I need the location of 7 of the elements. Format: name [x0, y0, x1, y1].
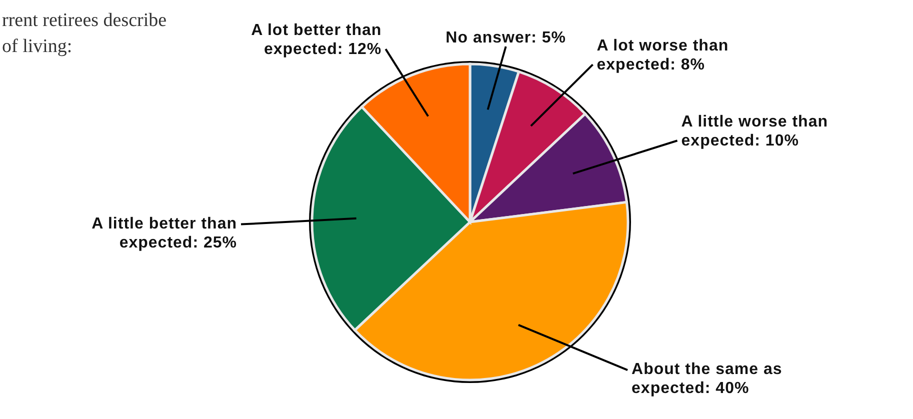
slice-label: No answer: 5%	[446, 30, 566, 47]
slice-label: A little worse than expected: 10%	[681, 114, 828, 150]
slice-label: A lot worse than expected: 8%	[596, 38, 729, 74]
slice-label: A lot better than expected: 12%	[251, 22, 382, 58]
slice-label: About the same as expected: 40%	[632, 361, 782, 398]
slice-label: A little better than expected: 25%	[92, 215, 238, 252]
chart-title: rrent retirees describe of living:	[2, 10, 167, 57]
